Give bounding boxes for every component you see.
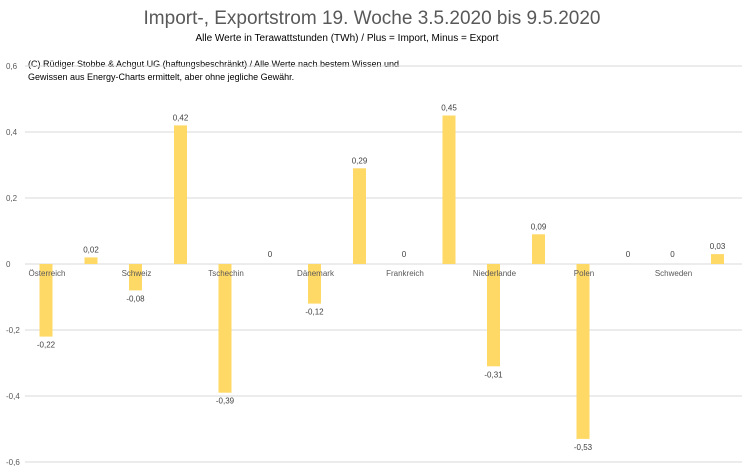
data-label: 0,45	[441, 104, 457, 113]
category-label: Niederlande	[473, 269, 517, 278]
y-tick-label: 0,2	[6, 194, 18, 203]
bar-import	[353, 168, 366, 264]
bar-import	[174, 125, 187, 265]
data-label: 0,09	[531, 222, 547, 231]
category-label: Schweiz	[122, 269, 152, 278]
data-label: -0,31	[484, 370, 503, 379]
bar-export	[218, 264, 232, 393]
data-label: 0,02	[83, 245, 99, 254]
y-tick-label: 0,4	[6, 128, 18, 137]
data-label: -0,39	[216, 397, 235, 406]
bar-export	[487, 264, 500, 367]
category-label: Dänemark	[297, 269, 335, 278]
data-label: -0,53	[574, 443, 593, 452]
bar-import	[84, 257, 98, 264]
data-label: 0,03	[710, 242, 726, 251]
data-label: 0,42	[173, 113, 189, 122]
bar-import	[532, 234, 545, 264]
bar-import	[711, 254, 724, 264]
category-label: Österreich	[29, 269, 66, 278]
category-label: Schweden	[655, 269, 692, 278]
data-label: -0,12	[305, 308, 324, 317]
bar-export	[39, 264, 53, 337]
data-label: 0	[268, 250, 273, 259]
chart-note-line: (C) Rüdiger Stobbe & Achgut UG (haftungs…	[28, 59, 400, 69]
data-label: 0	[670, 250, 675, 259]
data-label: 0	[626, 250, 631, 259]
chart-note: (C) Rüdiger Stobbe & Achgut UG (haftungs…	[28, 58, 399, 84]
y-tick-label: 0	[6, 260, 11, 269]
bar-export	[576, 264, 590, 439]
y-tick-label: -0,2	[6, 326, 20, 335]
data-label: 0,29	[352, 156, 368, 165]
chart-note-line: Gewissen aus Energy-Charts ermittelt, ab…	[28, 72, 295, 82]
data-label: -0,22	[37, 341, 56, 350]
data-label: 0	[402, 250, 407, 259]
data-label: -0,08	[126, 294, 145, 303]
bar-export	[308, 264, 321, 304]
bar-export	[129, 264, 142, 291]
bar-import	[442, 115, 456, 264]
chart-subtitle: Alle Werte in Terawattstunden (TWh) / Pl…	[195, 33, 499, 44]
y-tick-label: 0,6	[6, 62, 18, 71]
y-tick-label: -0,4	[6, 392, 20, 401]
category-label: Polen	[574, 269, 594, 278]
category-label: Frankreich	[386, 269, 424, 278]
y-tick-label: -0,6	[6, 458, 20, 467]
chart-title: Import-, Exportstrom 19. Woche 3.5.2020 …	[143, 8, 601, 29]
category-label: Tschechin	[208, 269, 244, 278]
